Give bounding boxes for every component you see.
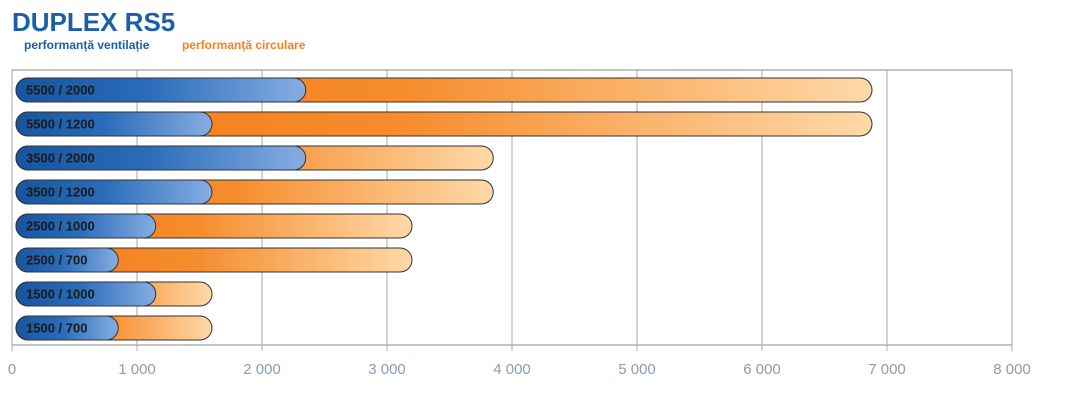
x-tick-label: 2 000 (243, 361, 281, 378)
x-tick-label: 3 000 (368, 361, 406, 378)
bar-label: 2500 / 1000 (26, 218, 95, 233)
bar-label: 5500 / 1200 (26, 116, 95, 131)
bar (15, 213, 157, 239)
bar (15, 281, 157, 307)
bar (15, 111, 213, 137)
x-tick-label: 1 000 (118, 361, 156, 378)
bar-label: 3500 / 2000 (26, 150, 95, 165)
bar (15, 315, 119, 341)
x-tick-label: 8 000 (993, 361, 1031, 378)
chart-title: DUPLEX RS5 (12, 7, 175, 37)
x-tick-label: 5 000 (618, 361, 656, 378)
x-tick-label: 7 000 (868, 361, 906, 378)
bar (15, 77, 307, 103)
x-tick-label: 0 (8, 361, 16, 378)
bar-label: 1500 / 700 (26, 320, 87, 335)
bar (15, 247, 119, 273)
bar (15, 179, 213, 205)
legend-entry: performanță circulare (182, 38, 306, 52)
x-tick-label: 6 000 (743, 361, 781, 378)
bar-label: 2500 / 700 (26, 252, 87, 267)
bar-label: 3500 / 1200 (26, 184, 95, 199)
x-tick-label: 4 000 (493, 361, 531, 378)
bar (15, 145, 307, 171)
bar-label: 1500 / 1000 (26, 286, 95, 301)
bar-label: 5500 / 2000 (26, 82, 95, 97)
legend-entry: performanță ventilație (24, 38, 150, 52)
